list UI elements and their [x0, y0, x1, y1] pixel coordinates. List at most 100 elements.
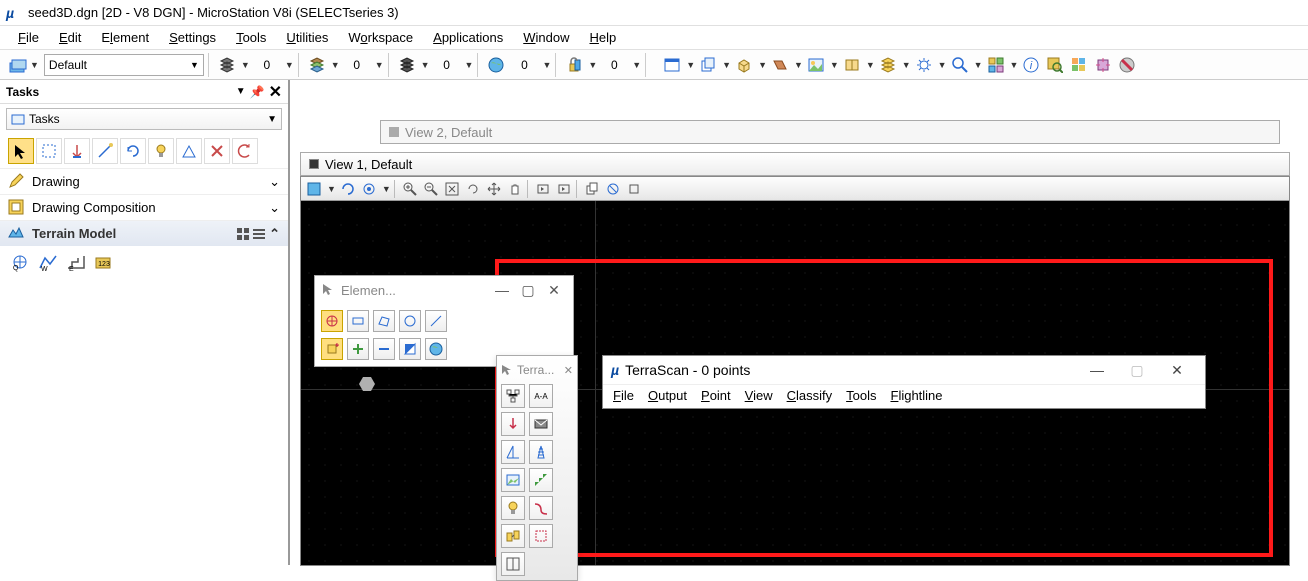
sparkle-icon[interactable]: [913, 54, 935, 76]
view-hand-icon[interactable]: [506, 180, 524, 198]
task-angle-icon[interactable]: [176, 138, 202, 164]
task-undo-icon[interactable]: [232, 138, 258, 164]
view-zoomin-icon[interactable]: [401, 180, 419, 198]
tp-stairs-icon[interactable]: [529, 468, 553, 492]
element-minimize-icon[interactable]: —: [489, 282, 515, 298]
stack3-button[interactable]: [396, 54, 418, 76]
multi-icon[interactable]: [985, 54, 1007, 76]
picture-icon[interactable]: [805, 54, 827, 76]
task-place-icon[interactable]: [64, 138, 90, 164]
elem-globe-icon[interactable]: [425, 338, 447, 360]
ts-menu-point[interactable]: Point: [701, 388, 731, 403]
stack1-button[interactable]: [216, 54, 238, 76]
panel-terrain[interactable]: Terrain Model ⌃: [0, 220, 288, 246]
view-target-icon[interactable]: [360, 180, 378, 198]
copy-icon[interactable]: [697, 54, 719, 76]
tp-antenna-icon[interactable]: [501, 440, 525, 464]
view-zoomout-icon[interactable]: [422, 180, 440, 198]
view-prev-icon[interactable]: [534, 180, 552, 198]
block-icon[interactable]: [1116, 54, 1138, 76]
elem-pick-icon[interactable]: [321, 310, 343, 332]
view-copy-icon[interactable]: [583, 180, 601, 198]
task-fence-icon[interactable]: [36, 138, 62, 164]
task-del-icon[interactable]: [204, 138, 230, 164]
view-refresh-icon[interactable]: [339, 180, 357, 198]
tp-tower-icon[interactable]: [529, 440, 553, 464]
info-icon[interactable]: i: [1020, 54, 1042, 76]
view-rotate-icon[interactable]: [464, 180, 482, 198]
task-rotate-icon[interactable]: [120, 138, 146, 164]
elem-line-icon[interactable]: [425, 310, 447, 332]
lock-button[interactable]: [563, 54, 585, 76]
palette-icon[interactable]: [1068, 54, 1090, 76]
terra-palette-header[interactable]: Terra... ✕: [501, 360, 573, 380]
elem-circle-icon[interactable]: [399, 310, 421, 332]
menu-edit[interactable]: Edit: [51, 28, 89, 47]
view1-tab[interactable]: View 1, Default: [300, 152, 1290, 176]
tasks-close-icon[interactable]: ✕: [269, 82, 282, 102]
tasks-selector[interactable]: Tasks ▼: [6, 108, 282, 130]
tp-select-icon[interactable]: [529, 524, 553, 548]
elem-rect-icon[interactable]: [347, 310, 369, 332]
menu-window[interactable]: Window: [515, 28, 577, 47]
menu-applications[interactable]: Applications: [425, 28, 511, 47]
tasks-drop-icon[interactable]: ▼: [236, 86, 246, 97]
window-icon[interactable]: [661, 54, 683, 76]
ts-menu-classify[interactable]: Classify: [787, 388, 833, 403]
elem-add-icon[interactable]: [347, 338, 369, 360]
terrascan-maximize-icon[interactable]: ▢: [1117, 362, 1157, 379]
tp-bulb-icon[interactable]: [501, 496, 525, 520]
zoom-icon[interactable]: [949, 54, 971, 76]
view-fit-icon[interactable]: [443, 180, 461, 198]
task-bulb-icon[interactable]: [148, 138, 174, 164]
ts-menu-view[interactable]: View: [745, 388, 773, 403]
view-display-icon[interactable]: [305, 180, 323, 198]
menu-help[interactable]: Help: [582, 28, 625, 47]
tp-section-icon[interactable]: A-A: [529, 384, 553, 408]
terrascan-titlebar[interactable]: µ TerraScan - 0 points — ▢ ✕: [603, 356, 1205, 384]
elem-new-icon[interactable]: [321, 338, 343, 360]
menu-workspace[interactable]: Workspace: [340, 28, 421, 47]
terrain-tool3-icon[interactable]: E: [64, 250, 88, 274]
view-pan-icon[interactable]: [485, 180, 503, 198]
ts-menu-file[interactable]: File: [613, 388, 634, 403]
ts-menu-flightline[interactable]: Flightline: [890, 388, 942, 403]
stack2-button[interactable]: [306, 54, 328, 76]
view-next-icon[interactable]: [555, 180, 573, 198]
menu-file[interactable]: File: [10, 28, 47, 47]
attach-button[interactable]: ▼: [6, 54, 42, 76]
elem-poly-icon[interactable]: [373, 310, 395, 332]
elem-invert-icon[interactable]: [399, 338, 421, 360]
terrascan-close-icon[interactable]: ✕: [1157, 362, 1197, 379]
globe-button[interactable]: [485, 54, 507, 76]
panel-composition[interactable]: Drawing Composition ⌄: [0, 194, 288, 220]
tasks-pin-icon[interactable]: 📌: [250, 85, 265, 99]
collapse-icon[interactable]: ⌃: [269, 226, 280, 242]
stack-yellow-icon[interactable]: [877, 54, 899, 76]
panel-drawing[interactable]: Drawing ⌄: [0, 168, 288, 194]
menu-element[interactable]: Element: [93, 28, 157, 47]
book-icon[interactable]: [841, 54, 863, 76]
menu-utilities[interactable]: Utilities: [278, 28, 336, 47]
terrascan-minimize-icon[interactable]: —: [1077, 362, 1117, 378]
box-icon[interactable]: [733, 54, 755, 76]
ts-menu-output[interactable]: Output: [648, 388, 687, 403]
task-line-icon[interactable]: [92, 138, 118, 164]
tp-move-icon[interactable]: [501, 524, 525, 548]
find-win-icon[interactable]: [1044, 54, 1066, 76]
menu-settings[interactable]: Settings: [161, 28, 224, 47]
task-pointer-icon[interactable]: [8, 138, 34, 164]
terrain-tool1-icon[interactable]: Q: [8, 250, 32, 274]
menu-tools[interactable]: Tools: [228, 28, 274, 47]
tp-envelope-icon[interactable]: [529, 412, 553, 436]
level-select[interactable]: Default ▼: [44, 54, 204, 76]
terrain-tool2-icon[interactable]: W: [36, 250, 60, 274]
terrain-tool4-icon[interactable]: 123: [92, 250, 116, 274]
view2-tab[interactable]: View 2, Default: [380, 120, 1280, 144]
tp-curve-icon[interactable]: [529, 496, 553, 520]
element-window-header[interactable]: Elemen... — ▢ ✕: [315, 276, 573, 304]
para-icon[interactable]: [769, 54, 791, 76]
tp-photo-icon[interactable]: [501, 468, 525, 492]
ts-menu-tools[interactable]: Tools: [846, 388, 876, 403]
view-grid-icon[interactable]: [237, 228, 249, 240]
